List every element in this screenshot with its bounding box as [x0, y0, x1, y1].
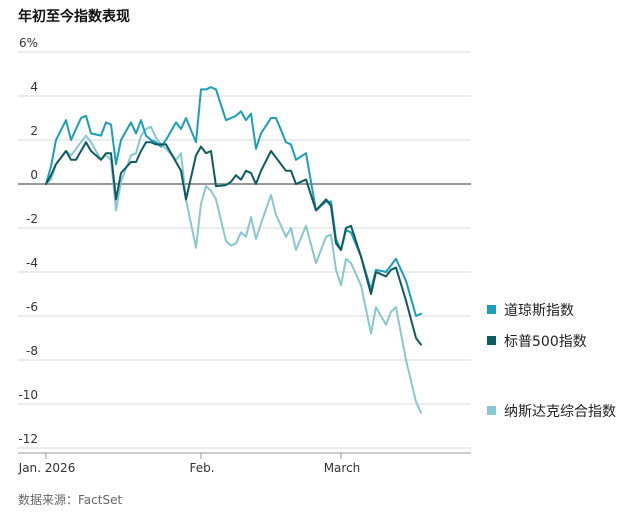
- series-line: [45, 141, 422, 346]
- source-note: 数据来源：FactSet: [18, 493, 123, 507]
- legend-swatch: [487, 305, 496, 314]
- chart-title: 年初至今指数表现: [18, 9, 130, 25]
- y-tick-label: -2: [26, 212, 38, 226]
- y-tick-label: -6: [26, 300, 38, 314]
- x-axis-ticks: Jan. 2026 Feb. March: [18, 452, 471, 475]
- y-tick-label: -10: [18, 388, 38, 402]
- y-tick-label: 0: [30, 168, 38, 182]
- legend-swatch: [487, 406, 496, 415]
- x-tick-label: Feb.: [189, 461, 214, 475]
- series-line: [45, 125, 422, 414]
- y-axis-ticks: 6% 4 2 0 -2 -4 -6 -8 -10 -12: [18, 36, 38, 446]
- legend-swatch: [487, 336, 496, 345]
- legend-label: 纳斯达克综合指数: [504, 404, 616, 420]
- y-tick-label: -12: [18, 432, 38, 446]
- legend-label: 标普500指数: [504, 334, 587, 350]
- series-lines: [45, 86, 422, 414]
- y-tick-label: 6%: [19, 36, 38, 50]
- x-tick-label: March: [324, 461, 361, 475]
- legend-label: 道琼斯指数: [504, 303, 574, 319]
- y-tick-label: -4: [26, 256, 38, 270]
- y-tick-label: 4: [30, 80, 38, 94]
- y-tick-label: -8: [26, 344, 38, 358]
- y-tick-label: 2: [30, 124, 38, 138]
- series-line: [45, 86, 422, 317]
- x-tick-label: Jan. 2026: [18, 461, 76, 475]
- gridlines: [18, 51, 471, 449]
